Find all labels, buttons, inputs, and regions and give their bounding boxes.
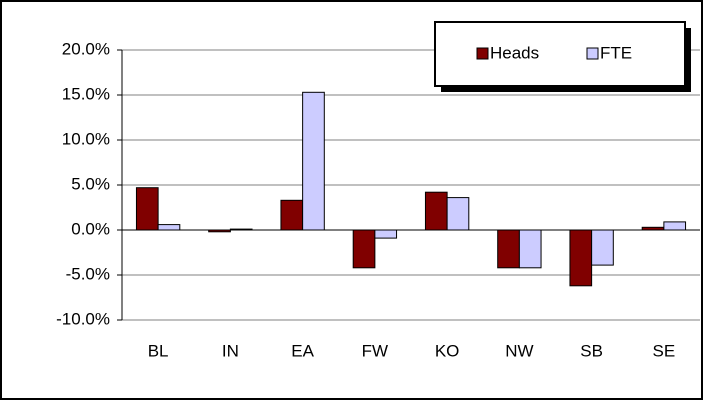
bar bbox=[497, 229, 520, 269]
bar bbox=[518, 229, 542, 269]
bar bbox=[302, 91, 325, 231]
bar bbox=[446, 197, 470, 231]
legend-swatch bbox=[586, 47, 599, 60]
y-tick-label: 15.0% bbox=[62, 84, 110, 103]
y-tick-label: 0.0% bbox=[71, 219, 110, 238]
legend-label: Heads bbox=[490, 43, 539, 62]
legend-swatch bbox=[476, 47, 489, 60]
y-tick-label: -10.0% bbox=[56, 309, 110, 328]
bar bbox=[280, 199, 304, 231]
x-tick-label: NW bbox=[505, 341, 533, 360]
x-tick-label: FW bbox=[362, 341, 388, 360]
legend-label: FTE bbox=[600, 43, 632, 62]
bar bbox=[424, 191, 448, 231]
bar bbox=[569, 229, 593, 287]
bar bbox=[663, 221, 687, 231]
bar bbox=[374, 229, 398, 239]
y-tick-label: -5.0% bbox=[66, 264, 110, 283]
x-tick-label: BL bbox=[148, 341, 169, 360]
y-tick-label: 10.0% bbox=[62, 129, 110, 148]
bar bbox=[157, 224, 181, 231]
y-tick-label: 20.0% bbox=[62, 39, 110, 58]
bar bbox=[135, 187, 159, 231]
bar bbox=[352, 229, 376, 269]
legend-box bbox=[434, 21, 686, 87]
x-tick-label: KO bbox=[435, 341, 460, 360]
y-tick-label: 5.0% bbox=[71, 174, 110, 193]
x-tick-label: SE bbox=[653, 341, 676, 360]
x-tick-label: EA bbox=[291, 341, 314, 360]
x-tick-label: IN bbox=[222, 341, 239, 360]
bar bbox=[591, 229, 614, 266]
x-tick-label: SB bbox=[580, 341, 603, 360]
